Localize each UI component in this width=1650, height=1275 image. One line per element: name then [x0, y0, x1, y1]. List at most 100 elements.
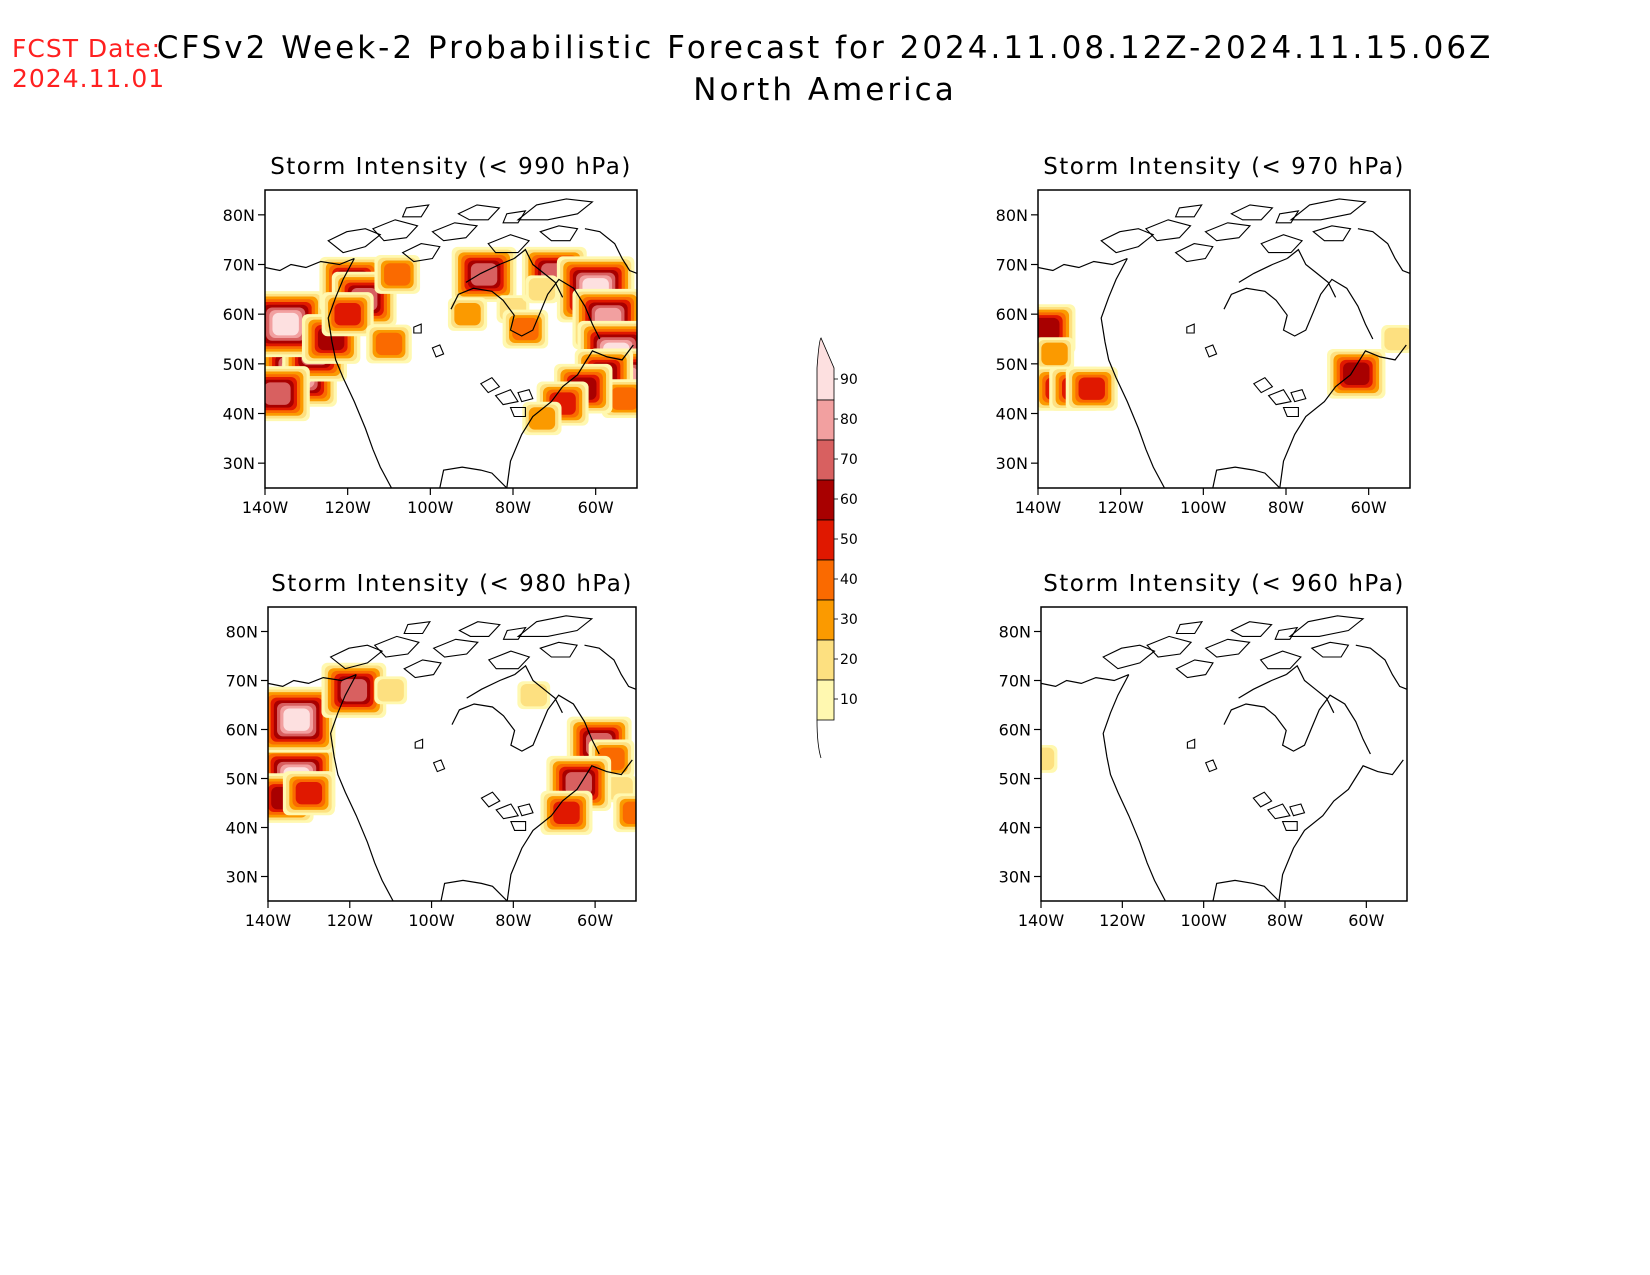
coastline: [1223, 278, 1374, 340]
lon-tick-label: 140W: [1015, 498, 1062, 517]
colorbar-segment-70: [816, 439, 835, 481]
lat-tick-label: 50N: [996, 355, 1028, 374]
arctic-island: [502, 210, 527, 224]
arctic-island: [1230, 204, 1274, 221]
arctic-island: [1102, 644, 1156, 670]
colorbar-segment-40: [816, 559, 835, 601]
map-panel-2: Storm Intensity (< 970 hPa) 80N 70N 60N 50N 4…: [996, 154, 1411, 517]
probability-cell: [1038, 337, 1075, 371]
contour-level-50: [1078, 377, 1105, 400]
contour-level-70: [340, 679, 368, 702]
coastline: [1278, 759, 1404, 901]
coastline: [584, 228, 637, 274]
contour-level-50: [295, 781, 323, 805]
lat-tick-label: 70N: [223, 256, 255, 275]
contour-level-60: [1038, 317, 1060, 341]
probability-cell: [265, 366, 310, 422]
probability-cell: [268, 686, 336, 753]
map-frame: [1040, 606, 1408, 902]
lon-tick-label: 60W: [577, 911, 613, 930]
lon-tick-label: 80W: [1267, 911, 1303, 930]
colorbar-segment-10: [816, 679, 835, 721]
arctic-island: [457, 204, 501, 221]
coastline: [1041, 674, 1130, 688]
lon-tick-label: 120W: [324, 498, 371, 517]
arctic-island: [502, 626, 527, 640]
map-frame: [267, 606, 637, 902]
probability-cell: [447, 297, 488, 331]
colorbar-segment-80: [816, 399, 835, 441]
lon-tick-label: 120W: [1099, 911, 1146, 930]
lon-tick-label: 100W: [1180, 911, 1227, 930]
probability-field: [1038, 304, 1410, 411]
lat-tick-label: 50N: [223, 355, 255, 374]
contour-level-30: [528, 407, 556, 430]
arctic-island: [487, 234, 531, 254]
lat-tick-label: 40N: [223, 405, 255, 424]
arctic-island: [516, 198, 594, 221]
arctic-island: [1259, 650, 1302, 670]
lat-tick-label: 80N: [999, 623, 1031, 642]
probability-cell: [613, 793, 636, 833]
lon-tick-label: 100W: [408, 911, 455, 930]
arctic-island: [1260, 234, 1304, 254]
lat-tick-label: 30N: [996, 454, 1028, 473]
map-frame: [264, 189, 638, 489]
lon-tick-label: 60W: [1351, 498, 1387, 517]
coastline: [329, 674, 394, 901]
map-frame: [1037, 189, 1411, 489]
lon-tick-label: 80W: [495, 911, 531, 930]
probability-field: [1041, 744, 1058, 773]
arctic-island: [329, 644, 384, 670]
arctic-island: [516, 615, 594, 637]
coastline-layer: [1038, 198, 1410, 488]
coastline: [1355, 644, 1407, 690]
lake: [494, 389, 519, 406]
lat-tick-label: 50N: [226, 770, 258, 789]
coastline: [451, 694, 600, 755]
lake: [510, 821, 527, 831]
contour-level-40: [375, 332, 403, 356]
arctic-island: [539, 225, 579, 242]
lat-tick-label: 80N: [226, 623, 258, 642]
map-panel-4: Storm Intensity (< 960 hPa) 80N 70N 60N 50N 4…: [999, 571, 1408, 930]
coastline: [465, 257, 515, 283]
colorbar-segment-30: [816, 599, 835, 641]
lon-tick-label: 120W: [327, 911, 374, 930]
probability-cell: [374, 255, 421, 294]
arctic-island: [1230, 621, 1273, 637]
probability-cell: [540, 790, 593, 835]
contour-level-40: [384, 263, 411, 286]
coastline: [466, 674, 515, 699]
lon-tick-label: 140W: [242, 498, 289, 517]
probability-cell: [366, 324, 412, 364]
contour-level-20: [1041, 747, 1055, 771]
contour-level-30: [1041, 342, 1068, 366]
lat-tick-label: 60N: [999, 721, 1031, 740]
lake: [1289, 803, 1306, 817]
lake: [480, 791, 501, 808]
probability-field: [265, 246, 637, 436]
lat-tick-label: 30N: [223, 454, 255, 473]
lake: [1204, 344, 1218, 358]
arctic-island: [539, 641, 579, 658]
lake: [431, 344, 445, 358]
contour-level-70: [565, 772, 592, 795]
lake: [414, 738, 424, 749]
coastline: [327, 258, 393, 488]
arctic-island: [1204, 222, 1252, 242]
lat-tick-label: 60N: [223, 305, 255, 324]
probability-cell: [517, 681, 551, 710]
lake: [495, 803, 520, 820]
coastline: [1212, 879, 1280, 901]
arctic-island: [1146, 635, 1193, 658]
coastline: [1279, 344, 1407, 488]
probability-cell: [374, 676, 408, 705]
lat-tick-label: 70N: [226, 672, 258, 691]
arctic-island: [401, 204, 430, 218]
coastline-layer: [1041, 615, 1407, 901]
coastline: [584, 644, 636, 690]
panel-title: Storm Intensity (< 990 hPa): [270, 154, 632, 180]
lake: [479, 377, 501, 394]
